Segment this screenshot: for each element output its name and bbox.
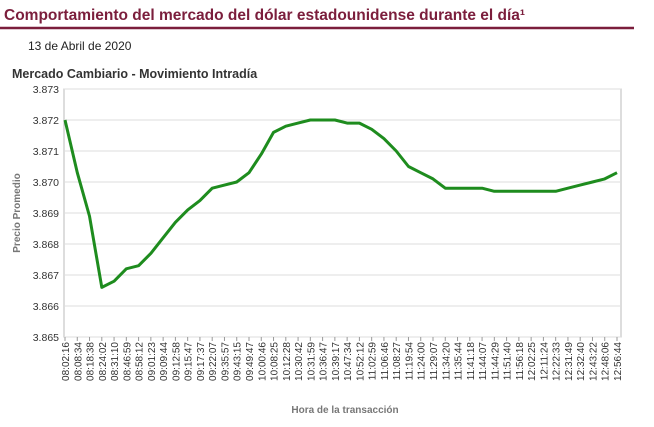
x-tick-label: 12:56:44 [613,342,624,381]
x-tick-label: 12:32:40 [576,342,587,381]
x-tick-label: 10:30:42 [294,342,305,381]
chart-title: Mercado Cambiario - Movimiento Intradía [12,67,258,81]
x-tick-label: 09:35:57 [220,342,231,381]
x-tick-label: 11:08:27 [392,342,403,381]
x-tick-label: 08:58:12 [135,342,146,381]
x-tick-label: 08:24:02 [98,342,109,381]
x-tick-label: 09:01:23 [147,342,158,381]
line-series [63,118,618,289]
y-tick-label: 3.866 [33,301,59,313]
x-tick-label: 10:47:34 [343,342,354,381]
x-tick-label: 10:52:12 [355,342,366,381]
x-tick-label: 10:00:46 [257,342,268,381]
x-tick-label: 12:02:25 [527,342,538,381]
y-tick-label: 3.873 [33,84,59,96]
x-tick-label: 11:51:40 [503,342,514,381]
x-tick-label: 09:22:07 [208,342,219,381]
x-tick-label: 12:11:24 [539,342,550,381]
y-tick-label: 3.871 [33,146,59,158]
x-tick-label: 08:08:34 [73,342,84,381]
x-tick-label: 12:48:06 [601,342,612,381]
y-tick-label: 3.872 [33,115,59,127]
y-tick-label: 3.869 [33,208,59,220]
x-tick-label: 11:24:00 [417,342,428,381]
x-tick-label: 11:56:18 [515,342,526,381]
y-tick-label: 3.870 [33,177,59,189]
x-axis-title: Hora de la transacción [291,405,398,416]
date: 13 de Abril de 2020 [28,39,132,53]
x-tick-label: 11:44:29 [490,342,501,381]
x-tick-label: 10:39:17 [331,342,342,381]
x-tick-label: 10:36:47 [319,342,330,381]
x-tick-label: 11:44:07 [478,342,489,381]
x-tick-label: 08:18:38 [86,342,97,381]
x-tick-label: 11:35:44 [454,342,465,381]
x-tick-label: 10:31:59 [306,342,317,381]
x-tick-label: 11:02:59 [368,342,379,381]
x-tick-label: 08:46:59 [122,342,133,381]
x-tick-label: 10:08:25 [270,342,281,381]
y-tick-label: 3.867 [33,270,59,282]
x-tick-label: 11:06:46 [380,342,391,381]
x-tick-label: 09:49:47 [245,342,256,381]
y-axis-title: Precio Promedio [12,173,23,252]
x-tick-label: 10:12:28 [282,342,293,381]
x-tick-label: 09:15:47 [184,342,195,381]
x-tick-label: 12:43:22 [588,342,599,381]
x-tick-label: 12:31:49 [564,342,575,381]
y-tick-label: 3.865 [33,332,59,344]
x-tick-label: 11:19:54 [404,342,415,381]
x-tick-label: 08:02:16 [61,342,72,381]
x-tick-label: 09:17:37 [196,342,207,381]
x-tick-label: 11:41:18 [466,342,477,381]
x-tick-label: 09:09:44 [159,342,170,381]
x-tick-label: 11:29:07 [429,342,440,381]
y-tick-label: 3.868 [33,239,59,251]
x-tick-label: 11:34:20 [441,342,452,381]
x-tick-label: 12:22:33 [552,342,563,381]
x-tick-label: 09:43:15 [233,342,244,381]
x-tick-label: 08:31:10 [110,342,121,381]
x-tick-label: 09:12:58 [171,342,182,381]
page-title: Comportamiento del mercado del dólar est… [4,7,525,24]
